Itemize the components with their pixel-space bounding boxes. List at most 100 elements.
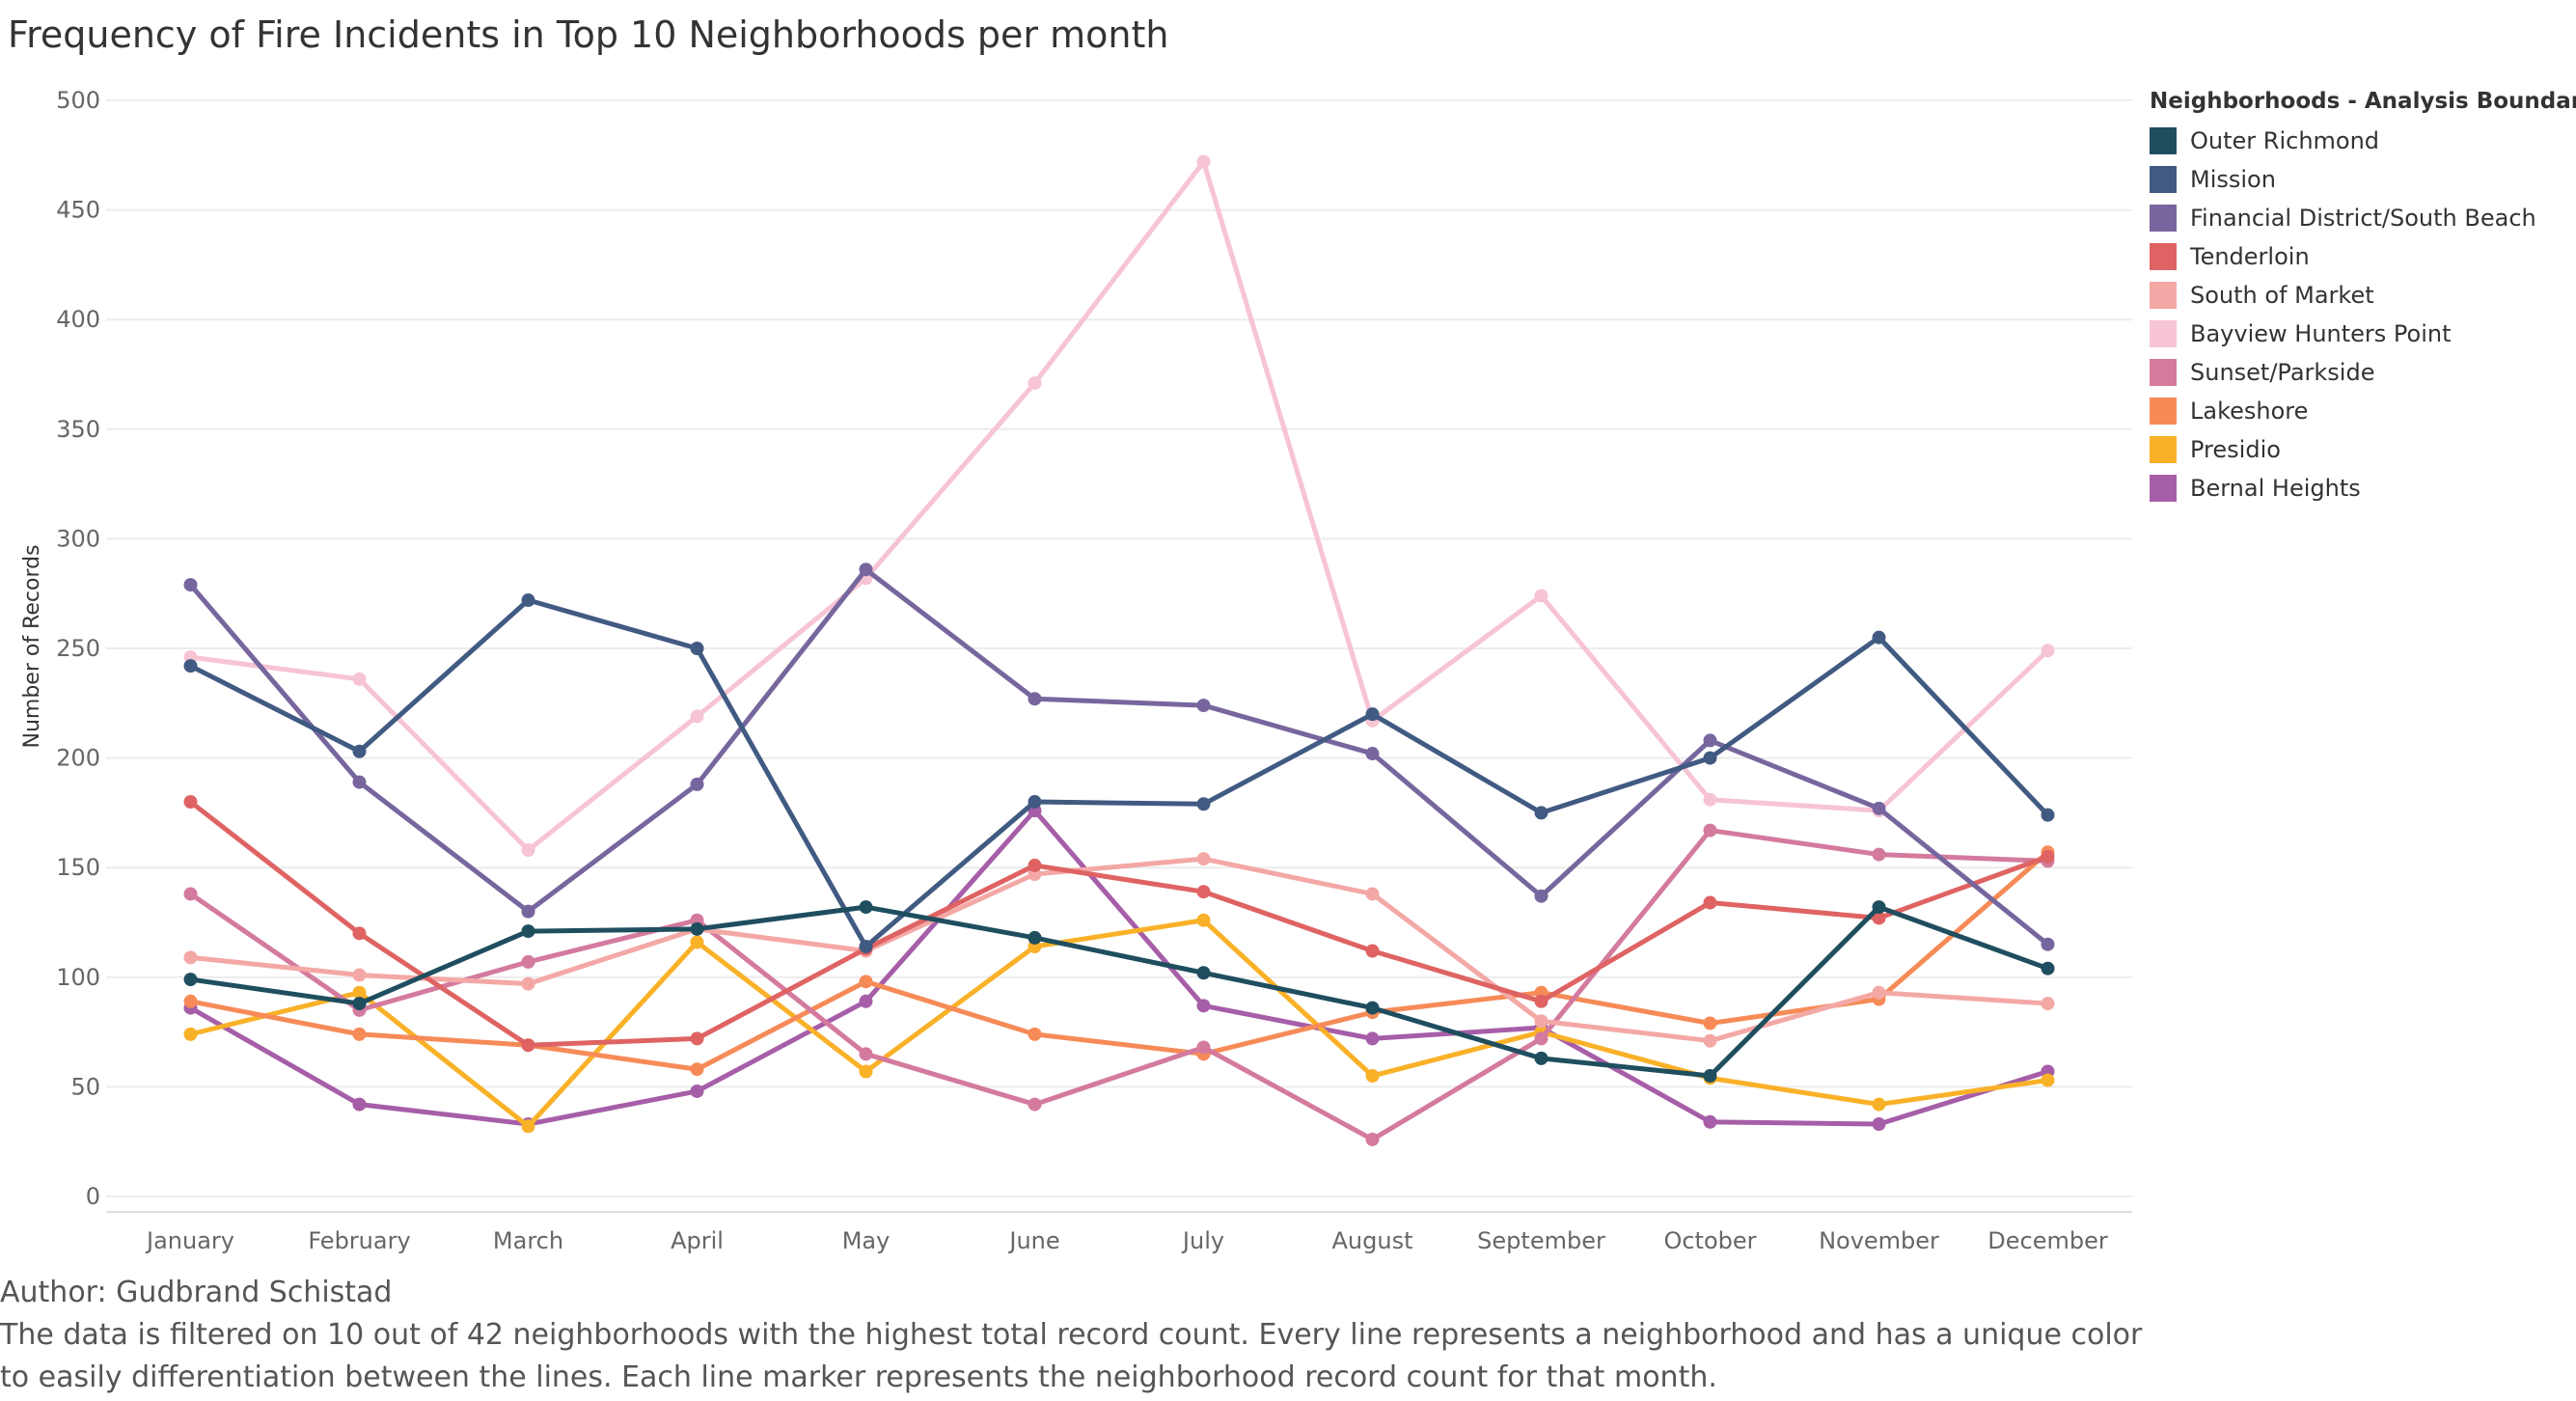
data-point[interactable] (1534, 1031, 1548, 1046)
data-point[interactable] (1196, 913, 1211, 927)
data-point[interactable] (1703, 751, 1717, 765)
data-point[interactable] (1196, 966, 1211, 980)
data-point[interactable] (352, 1027, 367, 1041)
data-point[interactable] (690, 777, 704, 791)
data-point[interactable] (1703, 1069, 1717, 1084)
data-point[interactable] (859, 1064, 873, 1079)
data-point[interactable] (352, 744, 367, 758)
legend-item[interactable]: South of Market (2150, 276, 2576, 315)
data-point[interactable] (859, 563, 873, 577)
data-point[interactable] (1872, 1097, 1886, 1112)
data-point[interactable] (1028, 858, 1042, 872)
data-point[interactable] (352, 997, 367, 1011)
data-point[interactable] (690, 1031, 704, 1046)
data-point[interactable] (1028, 795, 1042, 810)
data-point[interactable] (1703, 895, 1717, 910)
data-point[interactable] (1028, 930, 1042, 945)
data-point[interactable] (1534, 1051, 1548, 1065)
data-point[interactable] (1703, 823, 1717, 838)
data-point[interactable] (2041, 997, 2055, 1011)
data-point[interactable] (183, 887, 198, 901)
data-point[interactable] (1365, 747, 1380, 761)
data-point[interactable] (1028, 1027, 1042, 1041)
data-point[interactable] (183, 659, 198, 673)
data-point[interactable] (521, 904, 535, 919)
data-point[interactable] (1365, 1069, 1380, 1084)
data-point[interactable] (2041, 937, 2055, 951)
data-point[interactable] (1872, 630, 1886, 645)
data-point[interactable] (1534, 994, 1548, 1008)
data-point[interactable] (2041, 808, 2055, 822)
data-point[interactable] (1872, 911, 1886, 925)
data-point[interactable] (2041, 961, 2055, 975)
data-point[interactable] (859, 939, 873, 953)
data-point[interactable] (1196, 885, 1211, 899)
data-point[interactable] (690, 921, 704, 936)
data-point[interactable] (352, 775, 367, 789)
data-point[interactable] (1365, 1031, 1380, 1046)
legend-item[interactable]: Bernal Heights (2150, 469, 2576, 508)
data-point[interactable] (183, 578, 198, 592)
legend-item[interactable]: Presidio (2150, 430, 2576, 469)
data-point[interactable] (1028, 1097, 1042, 1112)
legend-item[interactable]: Sunset/Parkside (2150, 353, 2576, 392)
data-point[interactable] (2041, 1073, 2055, 1087)
data-point[interactable] (352, 985, 367, 1000)
data-point[interactable] (1365, 707, 1380, 722)
data-point[interactable] (859, 900, 873, 915)
data-point[interactable] (1365, 1132, 1380, 1146)
data-point[interactable] (352, 672, 367, 686)
data-point[interactable] (1196, 154, 1211, 169)
data-point[interactable] (859, 975, 873, 989)
data-point[interactable] (1365, 1001, 1380, 1015)
data-point[interactable] (521, 924, 535, 939)
data-point[interactable] (1872, 900, 1886, 915)
data-point[interactable] (690, 1062, 704, 1077)
data-point[interactable] (183, 1027, 198, 1041)
data-point[interactable] (521, 593, 535, 608)
data-point[interactable] (352, 926, 367, 941)
data-point[interactable] (1196, 852, 1211, 866)
data-point[interactable] (183, 950, 198, 965)
legend-item[interactable]: Mission (2150, 160, 2576, 199)
data-point[interactable] (1872, 801, 1886, 815)
data-point[interactable] (859, 1047, 873, 1061)
data-point[interactable] (1534, 806, 1548, 820)
data-point[interactable] (521, 843, 535, 858)
legend-item[interactable]: Bayview Hunters Point (2150, 315, 2576, 353)
data-point[interactable] (183, 994, 198, 1008)
data-point[interactable] (1365, 944, 1380, 958)
data-point[interactable] (521, 1038, 535, 1053)
data-point[interactable] (690, 709, 704, 724)
data-point[interactable] (183, 795, 198, 810)
legend-item[interactable]: Outer Richmond (2150, 122, 2576, 160)
data-point[interactable] (1703, 733, 1717, 748)
data-point[interactable] (183, 973, 198, 987)
legend-item[interactable]: Financial District/South Beach (2150, 199, 2576, 237)
data-point[interactable] (521, 954, 535, 969)
data-point[interactable] (859, 994, 873, 1008)
data-point[interactable] (1534, 1014, 1548, 1029)
data-point[interactable] (690, 642, 704, 655)
data-point[interactable] (1196, 999, 1211, 1013)
data-point[interactable] (1703, 792, 1717, 807)
data-point[interactable] (352, 968, 367, 982)
data-point[interactable] (352, 1097, 367, 1112)
data-point[interactable] (1028, 376, 1042, 391)
data-point[interactable] (1872, 1117, 1886, 1132)
data-point[interactable] (1872, 847, 1886, 862)
data-point[interactable] (2041, 644, 2055, 658)
data-point[interactable] (690, 935, 704, 949)
data-point[interactable] (1703, 1033, 1717, 1048)
data-point[interactable] (1703, 1016, 1717, 1030)
data-point[interactable] (1703, 1114, 1717, 1129)
data-point[interactable] (2041, 849, 2055, 864)
data-point[interactable] (1196, 797, 1211, 811)
data-point[interactable] (690, 1084, 704, 1098)
legend-item[interactable]: Lakeshore (2150, 392, 2576, 430)
data-point[interactable] (521, 976, 535, 991)
data-point[interactable] (1196, 1040, 1211, 1055)
data-point[interactable] (521, 1119, 535, 1134)
data-point[interactable] (1872, 985, 1886, 1000)
data-point[interactable] (1365, 887, 1380, 901)
